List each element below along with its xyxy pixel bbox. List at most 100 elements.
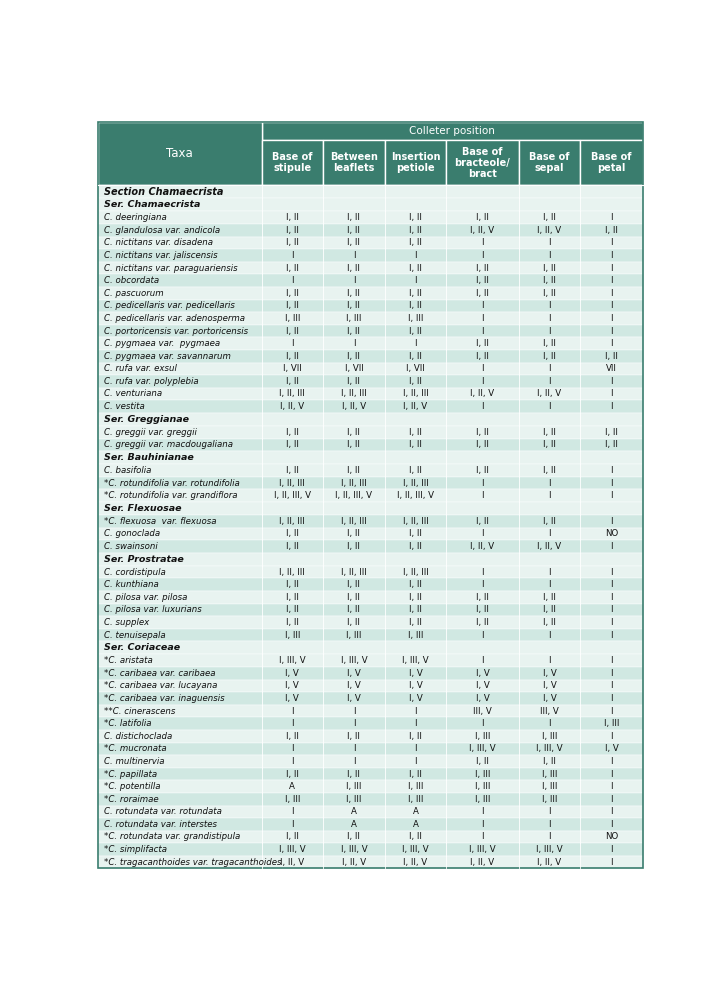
Text: I, II: I, II: [286, 428, 299, 437]
Text: C. multinervia: C. multinervia: [103, 757, 164, 766]
Text: I, II, III: I, II, III: [341, 389, 367, 398]
Bar: [98, 299, 643, 312]
Text: I: I: [548, 238, 551, 247]
Text: I, III: I, III: [542, 732, 557, 741]
Text: I, II: I, II: [543, 466, 556, 475]
Bar: [98, 515, 643, 528]
Text: I, II: I, II: [348, 542, 360, 551]
Text: I: I: [610, 288, 613, 298]
Bar: [98, 224, 643, 236]
Text: I: I: [291, 820, 294, 829]
Text: I, III: I, III: [408, 314, 423, 323]
Text: I, II: I, II: [348, 580, 360, 590]
Bar: [385, 140, 446, 185]
Text: *C. mucronata: *C. mucronata: [103, 745, 166, 753]
Text: I: I: [482, 238, 484, 247]
Text: I, II, III: I, II, III: [403, 568, 428, 577]
Text: I, II: I, II: [409, 264, 422, 273]
Text: I, II: I, II: [348, 288, 360, 298]
Text: Base of
sepal: Base of sepal: [529, 152, 570, 174]
Text: I: I: [548, 491, 551, 500]
Text: *C. rotundifolia var. grandiflora: *C. rotundifolia var. grandiflora: [103, 491, 237, 500]
Text: I: I: [610, 593, 613, 601]
Text: Base of
bracteole/
bract: Base of bracteole/ bract: [455, 146, 510, 179]
Text: *C. caribaea var. inaguensis: *C. caribaea var. inaguensis: [103, 694, 224, 703]
Text: I, II: I, II: [348, 264, 360, 273]
Text: *C. tragacanthoides var. tragacanthoides: *C. tragacanthoides var. tragacanthoides: [103, 857, 281, 866]
Text: I: I: [353, 745, 355, 753]
Text: Taxa: Taxa: [166, 147, 193, 160]
Text: I: I: [482, 656, 484, 665]
Bar: [98, 337, 643, 350]
Text: I, II: I, II: [409, 466, 422, 475]
Text: I, III, V: I, III, V: [402, 845, 429, 854]
Text: I, II: I, II: [476, 757, 489, 766]
Text: I, III, V: I, III, V: [536, 845, 562, 854]
Text: A: A: [289, 782, 295, 791]
Text: I, II: I, II: [348, 605, 360, 614]
Text: C. glandulosa var. andicola: C. glandulosa var. andicola: [103, 226, 220, 234]
Text: I, II: I, II: [348, 327, 360, 336]
Text: I: I: [548, 580, 551, 590]
Text: Ser. Greggianae: Ser. Greggianae: [103, 415, 189, 424]
Text: I: I: [291, 757, 294, 766]
Text: I, II: I, II: [286, 301, 299, 310]
Text: I: I: [610, 618, 613, 627]
Text: C. greggii var. macdougaliana: C. greggii var. macdougaliana: [103, 440, 233, 449]
Bar: [98, 400, 643, 413]
Text: I, II: I, II: [286, 769, 299, 779]
Text: I, III, V: I, III, V: [279, 845, 306, 854]
Text: I: I: [291, 251, 294, 260]
Text: I: I: [610, 782, 613, 791]
Bar: [98, 743, 643, 755]
Text: I: I: [353, 719, 355, 728]
Text: I: I: [610, 656, 613, 665]
Text: I: I: [482, 479, 484, 488]
Text: I, II, V: I, II, V: [403, 402, 427, 411]
Text: I, III, V: I, III, V: [279, 656, 306, 665]
Text: I, II, III: I, II, III: [280, 479, 305, 488]
Text: I: I: [610, 769, 613, 779]
Text: I, II, III: I, II, III: [341, 568, 367, 577]
Text: I, II: I, II: [476, 264, 489, 273]
Text: I, V: I, V: [476, 694, 489, 703]
Text: I: I: [610, 682, 613, 691]
Text: I, II: I, II: [286, 466, 299, 475]
Text: I, II: I, II: [286, 288, 299, 298]
Text: I: I: [610, 327, 613, 336]
Text: I: I: [610, 669, 613, 678]
Text: I, III: I, III: [475, 782, 490, 791]
Text: I, II: I, II: [476, 466, 489, 475]
Text: I: I: [610, 377, 613, 386]
Text: C. supplex: C. supplex: [103, 618, 149, 627]
Text: I, II: I, II: [348, 428, 360, 437]
Text: I, II: I, II: [543, 339, 556, 348]
Text: I: I: [610, 857, 613, 866]
Bar: [98, 793, 643, 805]
Text: I, II: I, II: [476, 352, 489, 361]
Text: I: I: [610, 213, 613, 222]
Text: *C. latifolia: *C. latifolia: [103, 719, 151, 728]
Text: I, II, V: I, II, V: [537, 857, 562, 866]
Text: I, II: I, II: [348, 618, 360, 627]
Text: I, II: I, II: [286, 226, 299, 234]
Text: C. nictitans var. jaliscensis: C. nictitans var. jaliscensis: [103, 251, 217, 260]
Text: I: I: [482, 251, 484, 260]
Text: I, II: I, II: [286, 377, 299, 386]
Text: I, II: I, II: [543, 593, 556, 601]
Text: I, II: I, II: [348, 466, 360, 475]
Text: I, II: I, II: [348, 352, 360, 361]
Text: I, II: I, II: [348, 213, 360, 222]
Text: I, V: I, V: [347, 669, 361, 678]
Text: I, II: I, II: [543, 352, 556, 361]
Text: I, II: I, II: [543, 213, 556, 222]
Text: I, V: I, V: [286, 694, 299, 703]
Text: I, II: I, II: [286, 618, 299, 627]
Bar: [98, 780, 643, 793]
Text: I, III, V: I, III, V: [536, 745, 562, 753]
Text: I, V: I, V: [476, 669, 489, 678]
Bar: [98, 387, 643, 400]
Text: *C. simplifacta: *C. simplifacta: [103, 845, 166, 854]
Text: I, II: I, II: [348, 377, 360, 386]
Bar: [98, 629, 643, 642]
